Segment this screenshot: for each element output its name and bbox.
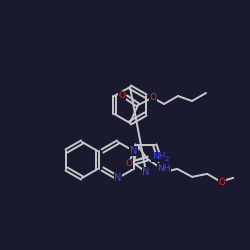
Text: O: O <box>126 159 133 168</box>
Text: NH: NH <box>158 164 171 173</box>
Text: NH: NH <box>152 152 165 161</box>
Text: O: O <box>150 92 156 102</box>
Text: 2: 2 <box>165 156 169 162</box>
Text: O: O <box>118 92 126 100</box>
Text: N: N <box>114 173 122 183</box>
Text: N: N <box>142 167 150 177</box>
Text: O: O <box>219 178 226 187</box>
Text: N: N <box>130 146 137 156</box>
